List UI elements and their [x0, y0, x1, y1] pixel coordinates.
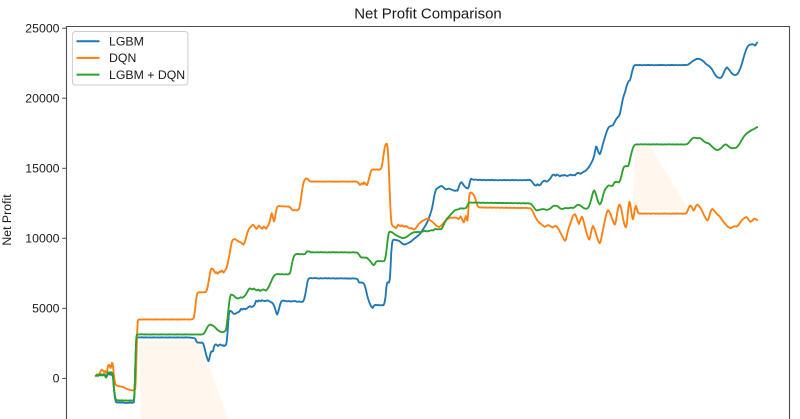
svg-text:LGBM + DQN: LGBM + DQN — [109, 68, 185, 82]
svg-text:25000: 25000 — [25, 22, 59, 36]
svg-text:15000: 15000 — [25, 162, 59, 176]
svg-text:0: 0 — [53, 372, 60, 386]
svg-text:DQN: DQN — [109, 51, 136, 65]
svg-text:10000: 10000 — [25, 232, 59, 246]
svg-text:20000: 20000 — [25, 92, 59, 106]
svg-text:5000: 5000 — [32, 302, 60, 316]
svg-text:Net Profit: Net Profit — [0, 194, 14, 246]
svg-text:Net Profit Comparison: Net Profit Comparison — [354, 6, 502, 23]
svg-text:LGBM: LGBM — [109, 35, 144, 49]
